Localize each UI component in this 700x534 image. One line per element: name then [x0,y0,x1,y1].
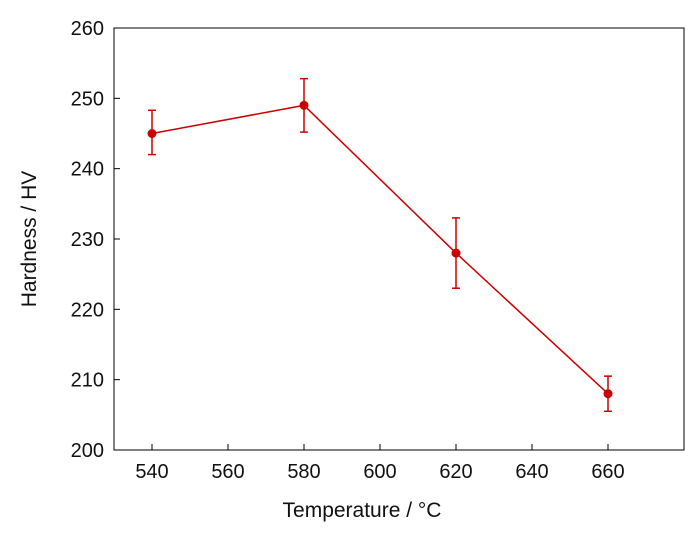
x-tick-label: 540 [135,461,168,483]
x-tick-label: 580 [287,461,320,483]
y-axis-title: Hardness / HV [18,171,41,308]
data-point [299,100,309,110]
y-tick-label: 250 [71,88,104,110]
y-axis-ticks: 200 210 220 230 240 250 260 [71,18,120,462]
x-tick-label: 640 [515,461,548,483]
x-axis-ticks: 540 560 580 600 620 640 660 [135,444,625,483]
plot-frame [113,27,685,451]
series-layer [147,77,613,413]
x-tick-label: 620 [439,461,472,483]
y-tick-label: 230 [71,229,104,251]
y-tick-label: 260 [71,18,104,40]
x-tick-label: 560 [211,461,244,483]
y-tick-label: 200 [71,440,104,462]
data-point [451,248,461,258]
y-tick-label: 240 [71,159,104,181]
x-tick-label: 600 [363,461,396,483]
x-tick-label: 660 [591,461,624,483]
y-tick-label: 220 [71,299,104,321]
data-point [147,129,157,138]
series-line [151,104,609,395]
data-point [603,389,613,399]
x-axis-title: Temperature / °C [283,499,442,522]
y-tick-label: 210 [71,370,104,392]
